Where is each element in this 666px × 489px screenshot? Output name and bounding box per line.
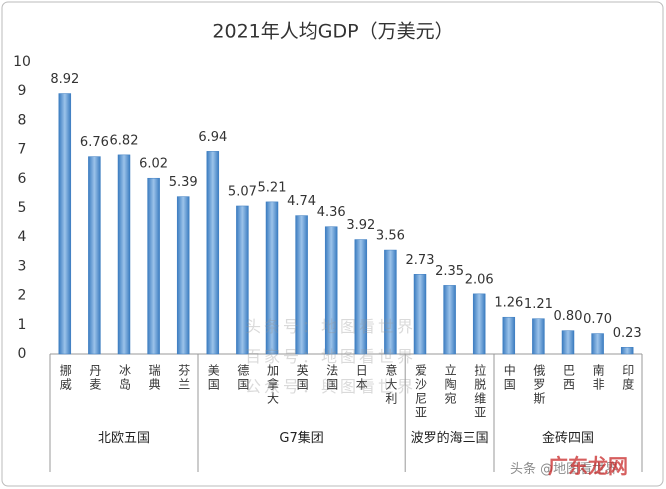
chart-title: 2021年人均GDP（万美元） xyxy=(212,21,453,43)
x-tick-label: 南非 xyxy=(591,363,605,392)
value-label: 5.21 xyxy=(258,180,287,195)
x-tick-label: 瑞典 xyxy=(147,364,161,392)
bar xyxy=(88,156,101,355)
bar xyxy=(206,151,220,355)
bar xyxy=(472,293,486,355)
x-tick-label: 丹麦 xyxy=(88,364,102,392)
value-label: 1.21 xyxy=(524,297,553,312)
value-label: 3.56 xyxy=(376,229,405,244)
watermark: 百家号：地图看世界 xyxy=(245,347,417,366)
value-label: 5.39 xyxy=(169,175,198,190)
value-label: 6.82 xyxy=(110,133,139,148)
watermark: 头条 @地图看世界 xyxy=(510,462,619,477)
value-label: 2.73 xyxy=(406,253,435,268)
value-label: 4.74 xyxy=(287,194,316,209)
watermark: 广东龙网 xyxy=(548,454,628,478)
x-tick-label: 巴西 xyxy=(562,364,576,392)
group-label: 金砖四国 xyxy=(541,431,594,446)
x-tick-label: 爱沙尼亚 xyxy=(414,364,428,420)
value-label: 0.80 xyxy=(554,309,583,324)
value-label: 2.06 xyxy=(465,272,494,287)
y-tick-label: 6 xyxy=(18,171,27,187)
bar xyxy=(265,201,279,355)
x-tick-label: 意大利 xyxy=(384,363,398,406)
x-tick-label: 印度 xyxy=(621,364,635,392)
bar xyxy=(384,249,397,355)
y-tick-label: 2 xyxy=(18,288,27,304)
x-tick-label: 挪威 xyxy=(58,364,72,392)
y-tick-label: 0 xyxy=(18,346,27,362)
x-tick-label: 日本 xyxy=(354,364,368,392)
y-tick-label: 5 xyxy=(18,200,27,216)
bar xyxy=(236,205,249,355)
bar xyxy=(413,274,427,355)
bar xyxy=(324,226,338,355)
bar xyxy=(147,177,160,355)
bar xyxy=(354,239,368,355)
x-tick-label: 中国 xyxy=(502,363,516,392)
watermark: 头条号：地图看世界 xyxy=(245,317,417,336)
y-tick-label: 9 xyxy=(18,83,27,99)
value-label: 0.23 xyxy=(613,326,642,341)
bar xyxy=(176,196,190,355)
bar xyxy=(591,333,604,355)
x-tick-label: 加拿大 xyxy=(266,364,280,406)
bar xyxy=(295,215,308,355)
y-tick-label: 3 xyxy=(18,258,27,274)
x-tick-label: 俄罗斯 xyxy=(532,364,546,406)
x-tick-label: 法国 xyxy=(325,364,339,392)
value-label: 5.07 xyxy=(228,184,257,199)
value-label: 4.36 xyxy=(317,205,346,220)
value-label: 8.92 xyxy=(50,72,79,87)
bar xyxy=(620,347,634,355)
y-tick-label: 1 xyxy=(18,317,27,333)
value-label: 3.92 xyxy=(346,218,375,233)
x-tick-label: 冰岛 xyxy=(118,364,132,392)
bar xyxy=(532,318,545,355)
watermark: 公众号：舆图看世界 xyxy=(245,377,417,396)
bar xyxy=(561,330,575,355)
group-label: 北欧五国 xyxy=(97,431,150,446)
group-label: 波罗的海三国 xyxy=(410,431,489,446)
value-label: 2.35 xyxy=(435,264,464,279)
bar xyxy=(58,93,72,355)
group-label: G7集团 xyxy=(279,431,324,446)
x-tick-label: 德国 xyxy=(236,363,250,392)
value-label: 6.94 xyxy=(198,130,227,145)
value-label: 1.26 xyxy=(494,296,523,311)
bar xyxy=(117,154,131,355)
x-tick-label: 芬兰 xyxy=(177,364,191,392)
x-tick-label: 立陶宛 xyxy=(443,363,457,406)
y-tick-label: 7 xyxy=(18,142,27,158)
x-tick-label: 美国 xyxy=(206,364,220,392)
y-tick-label: 4 xyxy=(18,229,27,245)
value-label: 6.76 xyxy=(80,135,109,150)
value-label: 6.02 xyxy=(139,157,168,172)
bar xyxy=(443,285,456,355)
x-tick-label: 拉脱维亚 xyxy=(473,363,487,420)
y-tick-label: 8 xyxy=(18,112,27,128)
x-tick-label: 英国 xyxy=(295,364,309,392)
bar xyxy=(502,316,516,355)
value-label: 0.70 xyxy=(583,312,612,327)
y-tick-label: 10 xyxy=(13,54,31,70)
